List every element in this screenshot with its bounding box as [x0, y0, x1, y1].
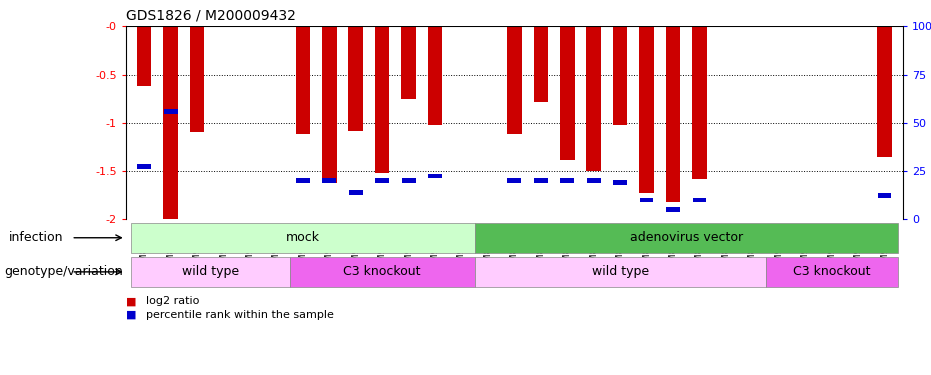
Bar	[692, 26, 707, 179]
Bar	[401, 178, 415, 183]
Bar	[640, 198, 654, 202]
Text: log2 ratio: log2 ratio	[146, 297, 199, 306]
Bar	[131, 257, 290, 287]
Bar	[507, 178, 521, 183]
Bar	[533, 26, 548, 102]
Text: percentile rank within the sample: percentile rank within the sample	[146, 310, 334, 320]
Bar	[375, 178, 389, 183]
Bar	[666, 207, 680, 212]
Text: mock: mock	[286, 231, 320, 244]
Bar	[137, 26, 152, 86]
Bar	[322, 178, 336, 183]
Bar	[507, 26, 521, 134]
Bar	[190, 26, 204, 132]
Bar	[322, 26, 337, 183]
Text: C3 knockout: C3 knockout	[793, 265, 870, 278]
Bar	[877, 26, 892, 157]
Text: wild type: wild type	[591, 265, 649, 278]
Text: infection: infection	[9, 231, 64, 244]
Bar	[163, 26, 178, 219]
Bar	[348, 26, 363, 130]
Bar	[560, 178, 574, 183]
Bar	[290, 257, 475, 287]
Bar	[640, 26, 654, 193]
Bar	[533, 178, 547, 183]
Bar	[613, 26, 627, 125]
Bar	[428, 174, 442, 178]
Bar	[878, 193, 892, 198]
Text: GDS1826 / M200009432: GDS1826 / M200009432	[126, 8, 295, 22]
Bar	[295, 26, 310, 134]
Bar	[587, 26, 601, 171]
Bar	[693, 198, 707, 202]
Bar	[296, 178, 310, 183]
Bar	[765, 257, 897, 287]
Bar	[375, 26, 389, 173]
Text: wild type: wild type	[182, 265, 239, 278]
Bar	[475, 257, 765, 287]
Text: C3 knockout: C3 knockout	[344, 265, 421, 278]
Text: ■: ■	[126, 297, 136, 306]
Bar	[401, 26, 416, 99]
Text: ■: ■	[126, 310, 136, 320]
Text: genotype/variation: genotype/variation	[5, 266, 124, 278]
Bar	[666, 26, 681, 202]
Bar	[614, 180, 627, 185]
Bar	[349, 190, 363, 195]
Bar	[164, 109, 178, 114]
Bar	[137, 164, 151, 169]
Bar	[587, 178, 600, 183]
Bar	[560, 26, 574, 159]
Bar	[475, 223, 897, 253]
Text: adenovirus vector: adenovirus vector	[629, 231, 743, 244]
Bar	[131, 223, 475, 253]
Bar	[427, 26, 442, 125]
